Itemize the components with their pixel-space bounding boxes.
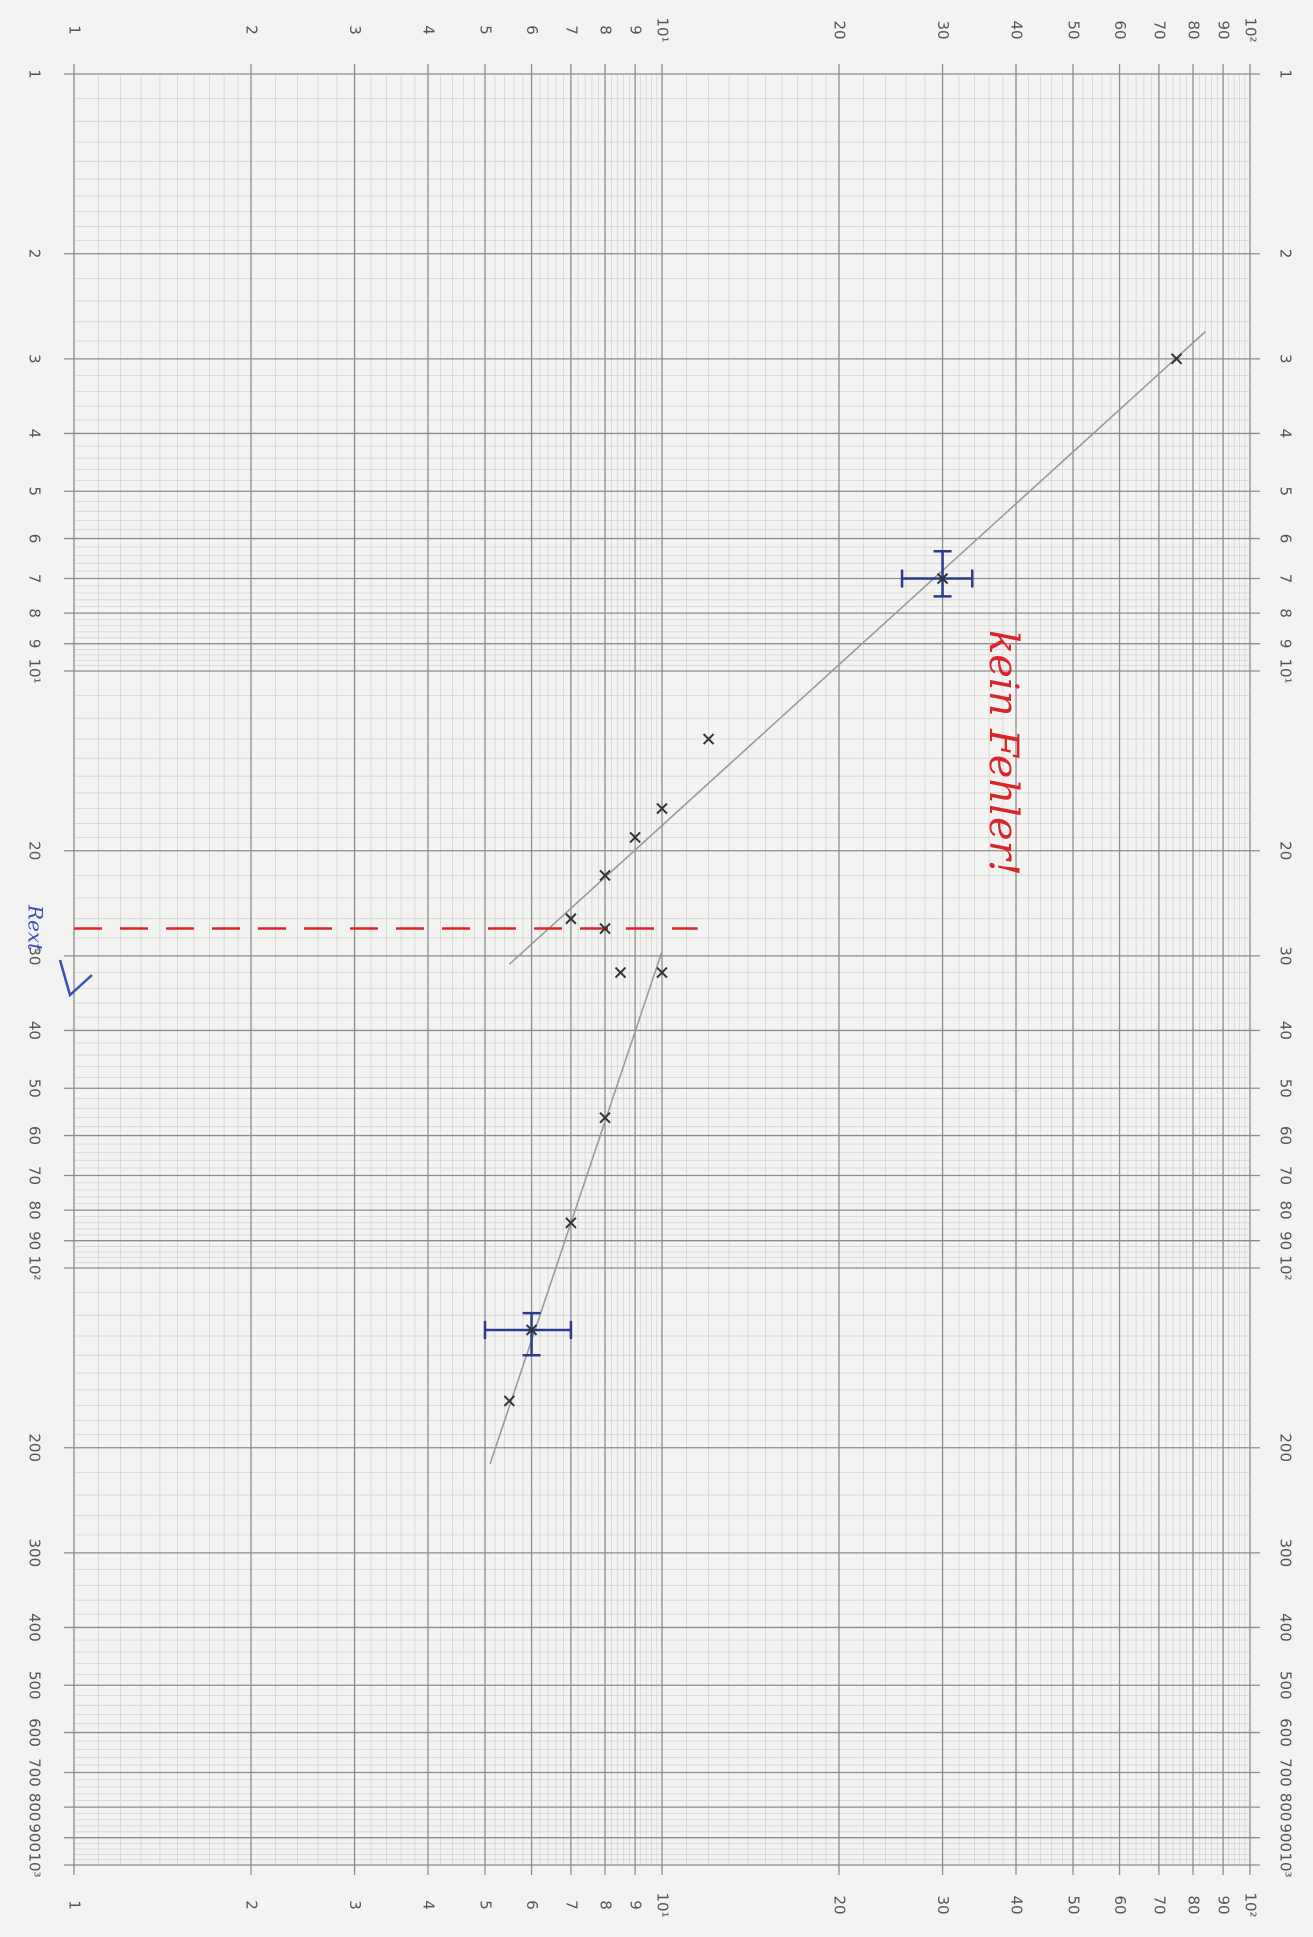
y-tick-label: 8 <box>1277 608 1295 618</box>
x-tick-label: 20 <box>831 1895 849 1914</box>
y-tick-label: 70 <box>1277 1166 1295 1185</box>
x-tick-label: 9 <box>627 25 645 35</box>
y-tick-label: 50 <box>1277 1079 1295 1098</box>
y-tick-label: 10³ <box>26 1852 44 1877</box>
x-tick-label: 80 <box>1185 1895 1203 1914</box>
y-tick-label: 5 <box>26 487 44 497</box>
x-tick-label: 3 <box>346 1900 364 1910</box>
y-tick-label: 2 <box>26 249 44 259</box>
y-tick-label: 9 <box>1277 639 1295 649</box>
y-tick-label: 20 <box>26 841 44 860</box>
x-tick-label: 70 <box>1150 1895 1168 1914</box>
y-tick-label: 30 <box>1277 946 1295 965</box>
y-tick-label: 60 <box>26 1126 44 1145</box>
x-tick-label: 2 <box>243 25 261 35</box>
y-tick-label: 700 <box>1277 1758 1295 1787</box>
y-tick-label: 1 <box>1277 69 1295 79</box>
y-tick-label: 300 <box>26 1539 44 1568</box>
x-tick-label: 8 <box>597 25 615 35</box>
y-tick-label: 10¹ <box>26 658 44 683</box>
y-tick-label: 10³ <box>1277 1852 1295 1877</box>
y-tick-label: 400 <box>1277 1613 1295 1642</box>
y-tick-label: 4 <box>26 429 44 439</box>
x-tick-label: 90 <box>1215 1895 1233 1914</box>
y-tick-label: 40 <box>26 1021 44 1040</box>
x-tick-label: 5 <box>476 1900 494 1910</box>
x-tick-label: 40 <box>1008 20 1026 39</box>
x-tick-label: 90 <box>1215 20 1233 39</box>
y-tick-label: 200 <box>1277 1433 1295 1462</box>
y-tick-label: 900 <box>1277 1823 1295 1852</box>
x-tick-label: 8 <box>597 1900 615 1910</box>
x-tick-label: 10² <box>1242 1892 1260 1917</box>
x-tick-label: 10¹ <box>654 17 672 42</box>
x-tick-label: 60 <box>1111 1895 1129 1914</box>
x-tick-label: 40 <box>1008 1895 1026 1914</box>
x-tick-label: 7 <box>562 25 580 35</box>
y-tick-label: 10¹ <box>1277 658 1295 683</box>
y-tick-label: 20 <box>1277 841 1295 860</box>
annotation: kein Fehler! <box>980 630 1026 876</box>
x-tick-label: 6 <box>523 25 541 35</box>
x-tick-label: 3 <box>346 25 364 35</box>
y-tick-label: 300 <box>1277 1539 1295 1568</box>
y-tick-label: 10² <box>1277 1255 1295 1280</box>
y-tick-label: 600 <box>26 1718 44 1747</box>
y-tick-label: 6 <box>26 534 44 544</box>
x-tick-label: 50 <box>1064 1895 1082 1914</box>
annotation: Rext <box>24 904 48 952</box>
y-tick-label: 80 <box>26 1201 44 1220</box>
y-tick-label: 60 <box>1277 1126 1295 1145</box>
x-tick-label: 10² <box>1242 17 1260 42</box>
x-tick-label: 30 <box>934 20 952 39</box>
x-tick-label: 1 <box>66 25 84 35</box>
y-tick-label: 4 <box>1277 429 1295 439</box>
y-tick-label: 900 <box>26 1823 44 1852</box>
x-tick-label: 5 <box>476 25 494 35</box>
x-tick-label: 10¹ <box>654 1892 672 1917</box>
y-tick-label: 3 <box>1277 354 1295 364</box>
x-tick-label: 2 <box>243 1900 261 1910</box>
y-tick-label: 5 <box>1277 487 1295 497</box>
x-tick-label: 30 <box>934 1895 952 1914</box>
y-tick-label: 2 <box>1277 249 1295 259</box>
y-tick-label: 800 <box>26 1793 44 1822</box>
y-tick-label: 80 <box>1277 1201 1295 1220</box>
y-tick-label: 8 <box>26 608 44 618</box>
x-tick-label: 9 <box>627 1900 645 1910</box>
x-tick-label: 7 <box>562 1900 580 1910</box>
x-tick-label: 4 <box>420 1900 438 1910</box>
y-tick-label: 90 <box>26 1231 44 1250</box>
x-tick-label: 60 <box>1111 20 1129 39</box>
y-tick-label: 400 <box>26 1613 44 1642</box>
x-tick-label: 4 <box>420 25 438 35</box>
page: {"chart_data": { "type": "scatter", "xsc… <box>0 0 1313 1937</box>
y-tick-label: 3 <box>26 354 44 364</box>
y-tick-label: 9 <box>26 639 44 649</box>
x-tick-label: 80 <box>1185 20 1203 39</box>
y-tick-label: 500 <box>1277 1671 1295 1700</box>
y-tick-label: 50 <box>26 1079 44 1098</box>
x-tick-label: 70 <box>1150 20 1168 39</box>
y-tick-label: 600 <box>1277 1718 1295 1747</box>
y-tick-label: 6 <box>1277 534 1295 544</box>
x-tick-label: 6 <box>523 1900 541 1910</box>
y-tick-label: 200 <box>26 1433 44 1462</box>
y-tick-label: 70 <box>26 1166 44 1185</box>
y-tick-label: 7 <box>1277 574 1295 584</box>
y-tick-label: 700 <box>26 1758 44 1787</box>
y-tick-label: 10² <box>26 1255 44 1280</box>
x-tick-label: 20 <box>831 20 849 39</box>
graph-paper: 1 1 2 2 3 3 4 4 5 5 6 6 7 7 8 8 9 9 10¹ 10¹ 20 20 30 30 40 40 50 50… <box>0 0 1313 1937</box>
y-tick-label: 800 <box>1277 1793 1295 1822</box>
y-tick-label: 1 <box>26 69 44 79</box>
y-tick-label: 90 <box>1277 1231 1295 1250</box>
y-tick-label: 7 <box>26 574 44 584</box>
x-tick-label: 50 <box>1064 20 1082 39</box>
x-tick-label: 1 <box>66 1900 84 1910</box>
y-tick-label: 40 <box>1277 1021 1295 1040</box>
y-tick-label: 500 <box>26 1671 44 1700</box>
